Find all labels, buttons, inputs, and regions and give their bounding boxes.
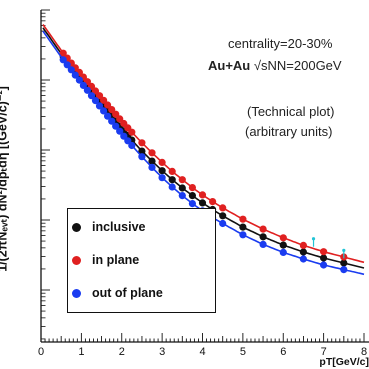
x-tick-label: 7 [321,346,327,358]
data-point-out-of-plane [148,163,156,171]
data-point-out-of-plane [83,86,91,94]
data-point-out-of-plane [95,102,104,110]
data-point-out-of-plane [239,231,247,239]
data-point-in-plane [188,184,196,192]
data-point-out-of-plane [71,71,79,79]
data-point-inclusive [168,176,176,184]
data-point-in-plane [320,248,328,256]
error-bar-marker-cap [342,248,346,252]
data-point-in-plane [219,204,227,212]
data-point-out-of-plane [128,141,136,150]
centrality-annotation: centrality=20-30% [228,36,333,51]
data-point-out-of-plane [59,56,67,64]
data-point-inclusive [320,254,328,262]
data-point-in-plane [138,139,146,147]
x-tick-label: 4 [199,346,205,358]
legend-marker-inclusive [72,222,81,232]
data-point-inclusive [178,184,186,192]
data-point-in-plane [299,241,307,249]
data-point-out-of-plane [79,81,87,89]
legend-item-in-plane: in plane [68,248,139,272]
legend-label-out-of-plane: out of plane [92,286,163,300]
x-tick-label: 0 [38,346,44,358]
data-point-out-of-plane [178,192,186,200]
collision-system-annotation: Au+Au √sNN=200GeV [208,58,342,73]
data-point-out-of-plane [158,174,166,182]
legend-item-inclusive: inclusive [68,215,146,239]
data-point-out-of-plane [100,107,108,115]
data-point-out-of-plane [188,200,196,208]
data-point-out-of-plane [67,66,75,74]
data-point-in-plane [59,49,67,57]
data-point-inclusive [279,241,287,249]
legend-label-inclusive: inclusive [92,220,146,234]
data-point-inclusive [138,147,146,155]
data-point-inclusive [188,192,196,200]
data-point-out-of-plane [75,76,83,84]
data-point-out-of-plane [138,153,146,161]
x-tick-label: 6 [280,346,286,358]
data-point-inclusive [158,167,166,175]
data-point-in-plane [91,87,100,95]
data-point-in-plane [209,198,217,206]
arbitrary-units-note: (arbitrary units) [245,124,333,139]
x-tick-label: 5 [240,346,246,358]
data-point-in-plane [259,225,267,233]
data-point-in-plane [95,92,104,100]
data-point-out-of-plane [63,61,71,69]
data-point-inclusive [148,157,156,165]
data-point-in-plane [178,176,186,184]
data-point-in-plane [239,215,247,223]
data-point-in-plane [104,101,112,109]
data-point-out-of-plane [299,255,307,263]
technical-plot-note: (Technical plot) [247,104,335,119]
legend-item-out-of-plane: out of plane [68,281,163,305]
system-prefix: Au+Au [208,58,251,73]
data-point-out-of-plane [112,122,120,130]
data-point-in-plane [128,128,136,136]
data-point-out-of-plane [320,261,328,269]
x-tick-label: 3 [159,346,165,358]
data-point-out-of-plane [219,219,227,228]
legend-marker-in-plane [72,255,81,265]
legend-marker-out-of-plane [72,288,81,298]
data-point-out-of-plane [168,183,176,191]
x-axis-label: pT[GeV/c] [319,356,369,368]
system-suffix: √sNN=200GeV [253,58,342,73]
data-point-in-plane [158,158,166,166]
data-point-out-of-plane [108,117,116,125]
data-point-out-of-plane [104,112,112,120]
data-point-out-of-plane [259,240,267,248]
data-point-inclusive [239,223,247,231]
data-point-out-of-plane [124,137,132,145]
data-point-in-plane [168,167,176,175]
data-point-inclusive [299,248,307,256]
data-point-inclusive [219,212,227,220]
data-point-in-plane [148,149,156,157]
data-point-inclusive [340,259,348,267]
legend-label-in-plane: in plane [92,253,140,267]
x-tick-label: 2 [119,346,125,358]
data-point-in-plane [116,115,124,123]
legend: inclusive in plane out of plane [67,208,216,313]
data-point-inclusive [198,199,207,207]
y-axis-label-text: 1/(2πNₑᵥₜ) dN²/dpₜdη [(GeV/c)⁻²] [0,86,10,272]
data-point-in-plane [198,191,207,199]
error-bar-marker-cap [311,237,316,241]
data-point-out-of-plane [87,92,96,100]
data-point-in-plane [100,96,108,104]
data-point-out-of-plane [279,248,287,256]
data-point-out-of-plane [340,266,348,274]
data-point-in-plane [112,110,120,118]
data-point-inclusive [259,233,267,241]
x-tick-label: 8 [361,346,367,358]
data-point-out-of-plane [91,97,100,105]
data-point-out-of-plane [116,127,124,135]
data-point-in-plane [279,234,287,242]
x-tick-label: 1 [78,346,84,358]
